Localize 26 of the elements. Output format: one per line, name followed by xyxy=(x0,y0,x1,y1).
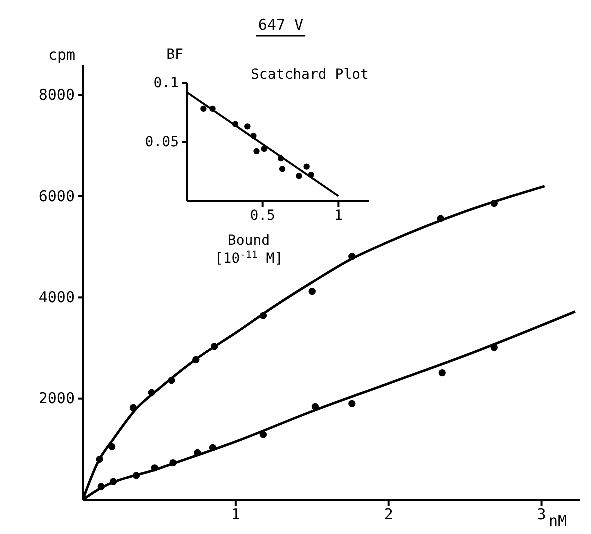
point xyxy=(304,164,310,170)
x-tick-label: 0.5 xyxy=(250,208,276,224)
x-tick-label: 1 xyxy=(334,208,343,224)
y-tick-label: 0.05 xyxy=(145,134,179,150)
x-axis-title: Bound [10$^{-11}$ M] xyxy=(214,233,284,267)
x-axis-title: nM xyxy=(548,512,568,530)
y-axis-title: BF xyxy=(166,47,184,63)
y-tick-label: 0.1 xyxy=(154,75,179,92)
point xyxy=(348,400,356,408)
chart-title: Scatchard Plot xyxy=(250,67,369,83)
chart-title: 647 V xyxy=(258,16,304,34)
point xyxy=(296,173,302,180)
point xyxy=(244,124,251,130)
x-tick-label: 2 xyxy=(384,506,394,524)
y-axis-title: cpm xyxy=(48,46,76,64)
point xyxy=(308,288,316,296)
point xyxy=(279,166,286,172)
x-tick-label: 1 xyxy=(231,506,240,524)
y-tick-label: 4000 xyxy=(38,288,75,306)
point xyxy=(200,106,207,112)
y-tick-label: 6000 xyxy=(38,187,75,206)
point xyxy=(254,148,260,155)
y-tick-label: 2000 xyxy=(38,390,75,408)
x-tick-label: 3 xyxy=(537,506,546,524)
y-tick-label: 8000 xyxy=(38,86,75,104)
point xyxy=(438,369,446,377)
